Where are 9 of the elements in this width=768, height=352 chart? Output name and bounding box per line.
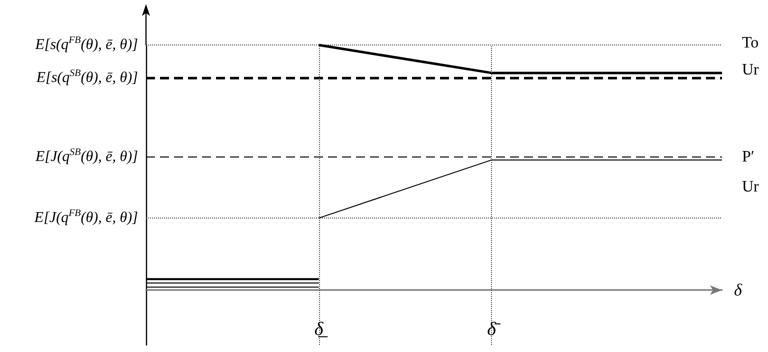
text: E[s(q$^{SB}$(θ), ē, θ)] xyxy=(36,68,138,88)
series-label: To xyxy=(742,34,759,52)
series-label: Ur xyxy=(742,178,760,196)
text: E[J(q$^{SB}$(θ), ē, θ)] xyxy=(36,147,138,166)
ref-line-label: E[s(q$^{FB}$(θ), ē, θ)] xyxy=(35,35,138,54)
series-label: P′ xyxy=(742,148,754,166)
ref-line-label: E[J(q$^{FB}$(θ), ē, θ)] xyxy=(34,208,138,228)
series-label: Ur xyxy=(742,62,760,79)
x-axis-title: δ xyxy=(734,280,743,300)
